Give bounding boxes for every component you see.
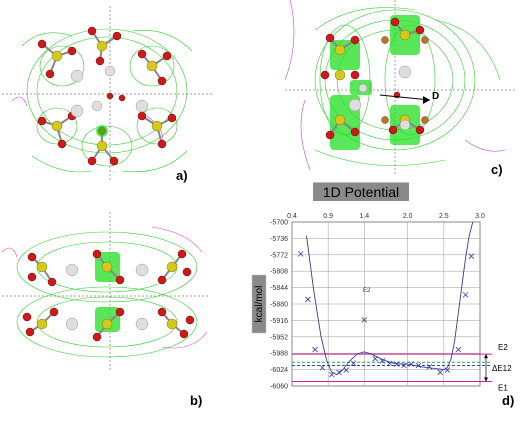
inner-annotation: E2 (363, 288, 371, 294)
data-point-marker (415, 362, 422, 369)
panel-label-b: b) (190, 393, 203, 408)
y-tick-label: -5988 (270, 351, 288, 358)
x-tick-label: 3.0 (475, 213, 485, 220)
data-point-marker (336, 369, 342, 376)
panel-c-molecule-image: D (285, 0, 515, 175)
delta-arrow-top (484, 354, 488, 359)
potential-curve (306, 221, 474, 376)
y-tick-label: -6060 (270, 384, 288, 391)
panel-b-molecule-image (2, 212, 210, 372)
x-tick-label: 0.9 (323, 213, 333, 220)
data-point-marker (319, 364, 326, 371)
y-tick-label: -5952 (270, 334, 288, 341)
data-point-marker (328, 371, 335, 378)
delta-label: ΔE12 (492, 364, 512, 373)
chart-title: 1D Potential (313, 182, 409, 201)
data-point-marker (426, 364, 433, 370)
y-tick-label: -5736 (270, 236, 288, 243)
reference-line-label: E1 (498, 383, 508, 392)
y-tick-label: -5808 (270, 269, 288, 276)
panel-label-c: c) (491, 162, 503, 177)
data-point-marker (379, 358, 386, 364)
y-tick-label: -5880 (270, 302, 288, 309)
x-tick-label: 2.5 (439, 213, 449, 220)
panel-c-arrow-label: D (432, 91, 439, 102)
data-point-marker (372, 355, 378, 362)
potential-chart: -5700 -5736 -5772 -5808 -5844 -5880 -5916 -5952… (251, 213, 512, 392)
y-tick-label: -5772 (270, 252, 288, 259)
data-point-marker (468, 253, 475, 259)
data-point-marker (350, 360, 357, 367)
y-tick-label: -5916 (270, 318, 288, 325)
y-tick-label: -5700 (270, 220, 288, 227)
data-point-marker (394, 361, 400, 367)
data-point-marker (401, 362, 407, 369)
y-axis-label-box: kcal/mol (251, 274, 267, 334)
reference-line-label: E2 (498, 343, 508, 352)
panel-a-molecule-image (2, 6, 212, 181)
data-point-marker (312, 346, 318, 353)
x-tick-label: 1.4 (359, 213, 369, 220)
data-point-marker (305, 296, 311, 303)
data-point-marker (462, 292, 469, 298)
panel-label-a: a) (176, 168, 188, 183)
delta-arrow-bottom (484, 377, 488, 382)
y-tick-label: -6024 (270, 367, 288, 374)
data-point-marker (361, 317, 368, 323)
data-point-marker (408, 361, 415, 367)
y-tick-label: -5844 (270, 285, 288, 292)
x-tick-label: 2.0 (403, 213, 413, 220)
data-point-marker (343, 367, 350, 373)
y-axis-label: kcal/mol (254, 286, 265, 323)
data-point-marker (455, 346, 462, 353)
x-tick-label: 0.4 (287, 213, 297, 220)
data-point-marker (297, 251, 304, 257)
data-point-marker (444, 367, 451, 373)
data-point-marker (437, 369, 444, 376)
data-point-marker (386, 360, 393, 367)
panel-label-d: d) (502, 393, 515, 408)
